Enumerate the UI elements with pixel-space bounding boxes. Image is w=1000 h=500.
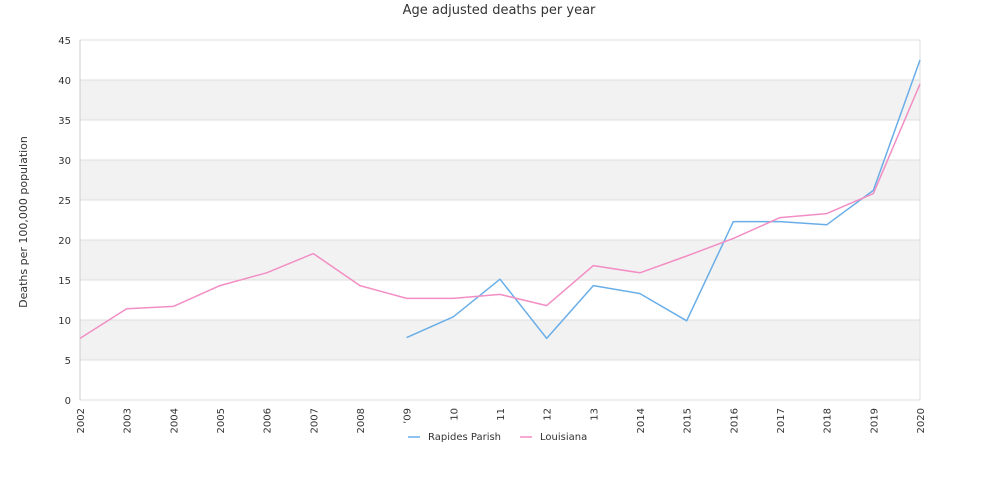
legend-label: Louisiana xyxy=(540,432,587,443)
y-tick-label: 5 xyxy=(65,356,71,367)
x-tick-label: 10 xyxy=(449,408,460,421)
y-tick-label: 25 xyxy=(58,196,71,207)
x-tick-label: 2005 xyxy=(216,408,227,433)
y-tick-label: 0 xyxy=(65,396,71,407)
y-tick-label: 45 xyxy=(58,36,71,47)
x-tick-label: 2015 xyxy=(683,408,694,433)
series-line-rapides-parish xyxy=(406,59,921,340)
y-tick-label: 20 xyxy=(58,236,71,247)
y-axis-ticks: 0 5 10 15 20 25 30 35 40 45 xyxy=(58,36,71,407)
y-tick-label: 35 xyxy=(58,116,71,127)
legend-label: Rapides Parish xyxy=(428,432,501,443)
x-tick-label: 13 xyxy=(589,408,600,421)
x-tick-label: 2008 xyxy=(356,408,367,433)
y-tick-label: 10 xyxy=(58,316,71,327)
y-tick-label: 15 xyxy=(58,276,71,287)
background-bands xyxy=(80,80,920,360)
background-band xyxy=(80,80,920,120)
x-tick-label: 11 xyxy=(496,408,507,421)
x-tick-label: 2014 xyxy=(636,408,647,433)
x-tick-label: 2007 xyxy=(309,408,320,433)
x-tick-label: 2016 xyxy=(729,408,740,433)
x-tick-label: 12 xyxy=(543,408,554,421)
chart-title: Age adjusted deaths per year xyxy=(402,3,596,18)
x-tick-label: ’09 xyxy=(403,408,414,424)
background-band xyxy=(80,320,920,360)
x-tick-label: 2006 xyxy=(263,408,274,433)
x-tick-label: 2004 xyxy=(169,408,180,433)
series-lines xyxy=(79,59,921,340)
x-tick-label: 2018 xyxy=(823,408,834,433)
x-tick-label: 2003 xyxy=(123,408,134,433)
x-tick-label: 2002 xyxy=(76,408,87,433)
x-axis-ticks: 2002 2003 2004 2005 2006 2007 2008 ’09 10 11 12 13 2… xyxy=(76,408,927,433)
background-band xyxy=(80,240,920,280)
x-tick-label: 2020 xyxy=(916,408,927,433)
x-tick-label: 2017 xyxy=(776,408,787,433)
background-band xyxy=(80,160,920,200)
y-axis-label: Deaths per 100,000 population xyxy=(17,136,30,308)
y-tick-label: 30 xyxy=(58,156,71,167)
series-line-louisiana xyxy=(79,83,921,340)
y-tick-label: 40 xyxy=(58,76,71,87)
x-tick-label: 2019 xyxy=(869,408,880,433)
legend: Rapides Parish Louisiana xyxy=(408,432,587,443)
